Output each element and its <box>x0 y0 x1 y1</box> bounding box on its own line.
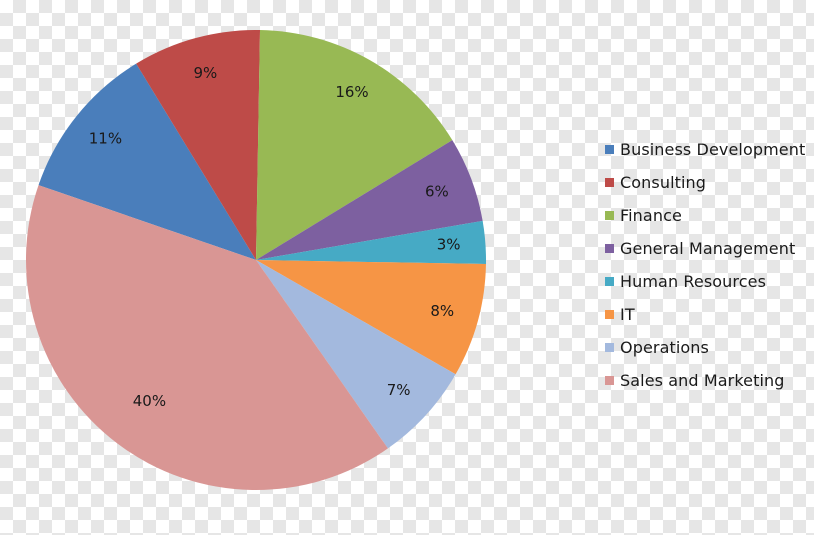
legend-label: IT <box>620 305 635 324</box>
legend-item: Consulting <box>605 166 805 199</box>
legend-item: Operations <box>605 331 805 364</box>
data-label-operations: 7% <box>387 381 411 399</box>
legend-label: Finance <box>620 206 682 225</box>
legend-label: Human Resources <box>620 272 766 291</box>
legend-label: General Management <box>620 239 796 258</box>
legend-item: IT <box>605 298 805 331</box>
data-label-general-management: 6% <box>425 183 449 201</box>
legend-swatch <box>605 178 614 187</box>
legend-item: Business Development <box>605 133 805 166</box>
legend-swatch <box>605 343 614 352</box>
legend-item: Sales and Marketing <box>605 364 805 397</box>
pie-slice-operations <box>256 260 456 449</box>
legend-swatch <box>605 376 614 385</box>
pie-data-labels: 11% 9% 16% 6% 3% 8% 7% 40% <box>89 64 461 410</box>
pie-slice-human-resources <box>256 220 486 265</box>
legend-swatch <box>605 244 614 253</box>
data-label-business-development: 11% <box>89 129 122 147</box>
pie-slice-consulting <box>136 30 261 260</box>
pie-slice-it <box>256 260 486 375</box>
data-label-it: 8% <box>430 302 454 320</box>
data-label-finance: 16% <box>335 83 368 101</box>
pie-slices <box>26 30 486 490</box>
legend-label: Operations <box>620 338 709 357</box>
chart-legend: Business Development Consulting Finance Gen… <box>605 133 805 397</box>
legend-item: Human Resources <box>605 265 805 298</box>
pie-slice-general-management <box>256 140 483 260</box>
legend-swatch <box>605 310 614 319</box>
data-label-human-resources: 3% <box>437 236 461 254</box>
pie-slice-finance <box>256 30 453 260</box>
legend-label: Business Development <box>620 140 806 159</box>
legend-swatch <box>605 145 614 154</box>
data-label-sales-and-marketing: 40% <box>133 392 166 410</box>
legend-label: Sales and Marketing <box>620 371 785 390</box>
legend-item: General Management <box>605 232 805 265</box>
pie-slice-business-development <box>38 63 256 260</box>
legend-swatch <box>605 277 614 286</box>
legend-swatch <box>605 211 614 220</box>
legend-label: Consulting <box>620 173 707 192</box>
data-label-consulting: 9% <box>193 64 217 82</box>
pie-slice-sales-and-marketing <box>26 185 388 490</box>
legend-item: Finance <box>605 199 805 232</box>
